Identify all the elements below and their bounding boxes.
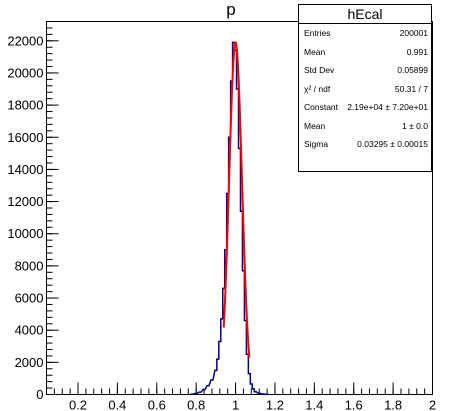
x-tick-label: 0.6	[148, 398, 166, 411]
y-tick-label: 12000	[7, 194, 43, 209]
major-ticks	[46, 40, 433, 395]
y-tick-label: 10000	[7, 226, 43, 241]
stats-row-std-dev: Std Dev 0.05899	[299, 61, 431, 80]
stats-label: Mean	[304, 120, 326, 131]
stats-title: hEcal	[299, 5, 431, 24]
y-tick-label: 16000	[7, 130, 43, 145]
y-tick-label: 2000	[15, 355, 44, 370]
y-tick-labels: 0 2000 4000 6000 8000 10000 12000 14000 16000 180…	[7, 33, 43, 402]
stats-value: 1 ± 0.0	[402, 120, 428, 131]
stats-row-chi2-ndf: χ² / ndf 50.31 / 7	[299, 80, 431, 99]
stats-row-sigma: Sigma 0.03295 ± 0.00015	[299, 135, 431, 154]
y-tick-label: 8000	[15, 258, 44, 273]
y-tick-label: 20000	[7, 65, 43, 80]
stats-value: 0.991	[406, 46, 428, 57]
stats-row-mean: Mean 0.991	[299, 43, 431, 62]
y-tick-label: 6000	[15, 291, 44, 306]
x-tick-label: 1.4	[305, 398, 323, 411]
stats-row-fit-mean: Mean 1 ± 0.0	[299, 117, 431, 136]
stats-value: 200001	[399, 28, 428, 38]
y-tick-label: 0	[36, 387, 43, 402]
histogram-outline	[190, 41, 269, 396]
x-tick-label: 0.8	[187, 398, 205, 411]
y-tick-label: 14000	[7, 162, 43, 177]
gaussian-fit-curve	[222, 41, 251, 358]
chart-title: p	[226, 0, 235, 19]
x-tick-label: 1.8	[384, 398, 402, 411]
stats-label: Mean	[304, 46, 326, 57]
stats-value: 0.03295 ± 0.00015	[357, 139, 428, 149]
stats-label: Constant	[304, 102, 339, 112]
stats-label: χ² / ndf	[304, 83, 331, 94]
x-tick-label: 1.2	[266, 398, 284, 411]
stats-row-constant: Constant 2.19e+04 ± 7.20e+01	[299, 98, 431, 117]
x-tick-label: 0.2	[69, 398, 87, 411]
y-tick-label: 4000	[15, 323, 44, 338]
x-tick-label: 1	[232, 398, 239, 411]
stats-value: 50.31 / 7	[394, 83, 428, 94]
stats-label: Std Dev	[304, 65, 335, 75]
stats-value: 2.19e+04 ± 7.20e+01	[347, 102, 428, 112]
x-tick-label: 0.4	[108, 398, 126, 411]
stats-box: hEcal Entries 200001 Mean 0.991 Std Dev …	[298, 4, 432, 172]
x-tick-label: 1.6	[345, 398, 363, 411]
x-tick-label: 2	[429, 398, 436, 411]
y-tick-label: 22000	[7, 33, 43, 48]
stats-label: Sigma	[304, 139, 329, 149]
stats-value: 0.05899	[397, 65, 428, 75]
stats-row-entries: Entries 200001	[299, 24, 431, 43]
x-tick-labels: 0.2 0.4 0.6 0.8 1 1.2 1.4 1.6 1.8 2	[69, 398, 436, 411]
stats-label: Entries	[304, 28, 331, 38]
y-tick-label: 18000	[7, 98, 43, 113]
